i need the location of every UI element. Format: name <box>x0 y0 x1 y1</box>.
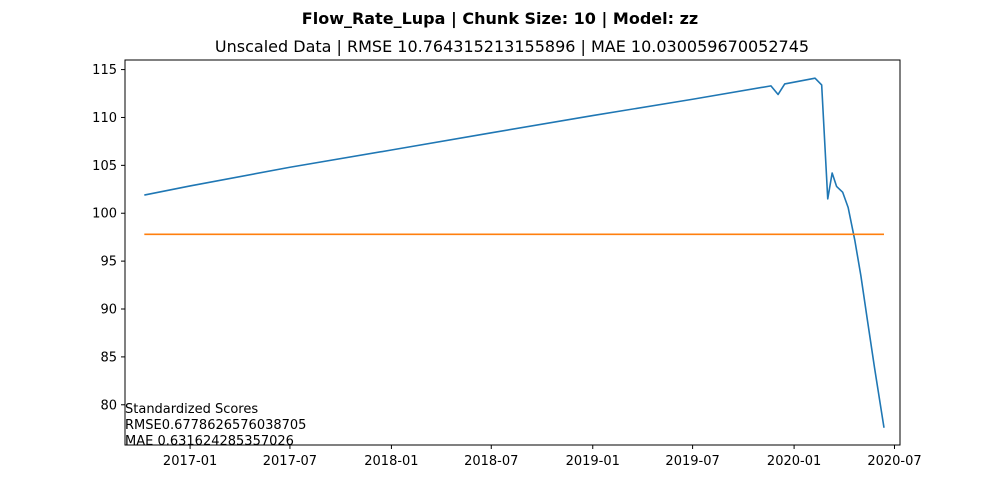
y-tick-label-4: 100 <box>92 207 117 222</box>
x-axis: 2017-01 2017-07 2018-01 2018-07 2019-01 2019-… <box>163 445 922 469</box>
y-tick-label-7: 115 <box>92 63 117 78</box>
series-layer <box>144 77 885 428</box>
y-tick-label-0: 80 <box>100 398 117 413</box>
y-tick-label-2: 90 <box>100 303 117 318</box>
y-tick-label-3: 95 <box>100 255 117 270</box>
x-tick-label-3: 2018-07 <box>464 454 518 469</box>
x-tick-label-7: 2020-07 <box>867 454 921 469</box>
y-tick-label-5: 105 <box>92 159 117 174</box>
chart-title: Unscaled Data | RMSE 10.764315213155896 … <box>215 37 809 56</box>
x-tick-label-4: 2019-01 <box>566 454 620 469</box>
y-axis: 80 85 90 95 100 105 110 115 <box>92 63 125 413</box>
x-tick-label-6: 2020-01 <box>767 454 821 469</box>
x-tick-label-5: 2019-07 <box>665 454 719 469</box>
annotation-line-title: Standardized Scores <box>125 402 258 417</box>
annotation-line-mae: MAE 0.631624285357026 <box>125 434 294 449</box>
x-tick-label-2: 2018-01 <box>364 454 418 469</box>
series-line-0 <box>144 77 885 428</box>
annotation-line-rmse: RMSE0.6778626576038705 <box>125 418 306 433</box>
standardized-scores-annotation: Standardized Scores RMSE0.67786265760387… <box>125 402 306 449</box>
x-tick-label-0: 2017-01 <box>163 454 217 469</box>
plot-area-frame <box>124 59 901 446</box>
y-tick-label-1: 85 <box>100 350 117 365</box>
x-tick-label-1: 2017-07 <box>263 454 317 469</box>
y-tick-label-6: 110 <box>92 111 117 126</box>
chart-suptitle: Flow_Rate_Lupa | Chunk Size: 10 | Model:… <box>302 9 698 29</box>
